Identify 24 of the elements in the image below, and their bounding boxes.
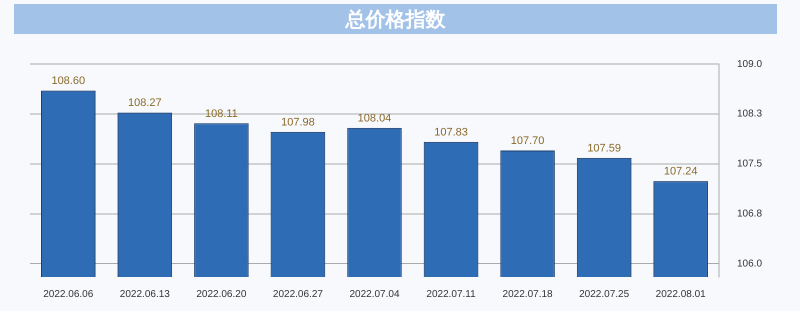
data-label: 108.60	[51, 75, 86, 88]
x-tick-label: 2022.07.18	[502, 288, 554, 300]
x-tick-label: 2022.08.01	[656, 288, 706, 300]
data-label: 108.04	[358, 112, 392, 124]
data-label: 107.98	[281, 116, 315, 128]
x-tick-label: 2022.07.04	[349, 288, 400, 300]
y-tick-label: 109.0	[736, 58, 762, 70]
data-label: 107.59	[587, 142, 621, 154]
y-tick-label: 106.0	[736, 258, 762, 270]
x-tick-label: 2022.06.27	[272, 288, 324, 300]
data-label: 107.70	[510, 135, 544, 148]
y-tick-label: 106.8	[736, 208, 762, 220]
x-tick-label: 2022.06.06	[43, 288, 94, 300]
data-label: 108.27	[128, 97, 162, 110]
x-tick-label: 2022.06.20	[196, 288, 247, 300]
y-tick-label: 107.5	[736, 158, 762, 170]
data-label: 107.83	[434, 126, 468, 138]
data-label: 107.24	[664, 166, 698, 178]
chart-title: 总价格指数	[14, 4, 777, 34]
y-tick-label: 108.3	[736, 108, 762, 120]
x-tick-label: 2022.07.25	[579, 288, 630, 300]
x-tick-label: 2022.07.11	[426, 288, 476, 300]
x-tick-label: 2022.06.13	[120, 288, 170, 300]
data-label: 108.11	[204, 108, 238, 120]
